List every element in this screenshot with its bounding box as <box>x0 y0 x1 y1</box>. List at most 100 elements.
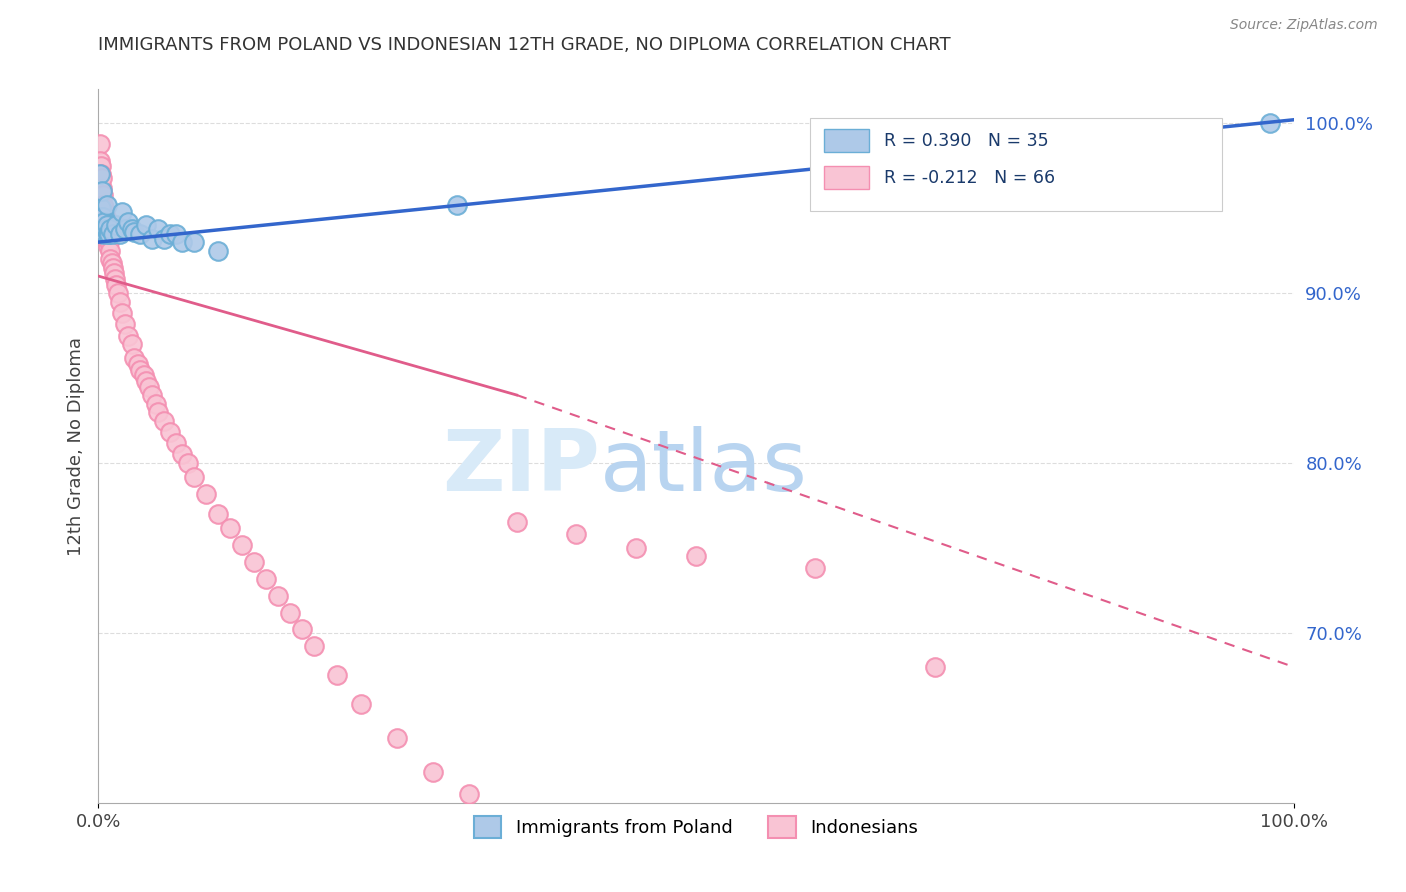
Point <box>93 215 115 229</box>
Point <box>124 351 146 365</box>
Point <box>91 180 114 194</box>
Point <box>129 227 152 241</box>
Point <box>207 507 229 521</box>
Legend: Immigrants from Poland, Indonesians: Immigrants from Poland, Indonesians <box>465 807 927 847</box>
Point <box>89 153 111 168</box>
Point <box>96 221 118 235</box>
Point <box>111 204 134 219</box>
Point <box>267 589 290 603</box>
Point <box>385 731 409 746</box>
Point <box>127 358 149 372</box>
Point <box>121 221 143 235</box>
Point <box>101 227 124 241</box>
Point <box>98 235 121 249</box>
Point <box>446 198 468 212</box>
Point <box>291 623 314 637</box>
Text: R = -0.212   N = 66: R = -0.212 N = 66 <box>883 169 1054 186</box>
Point <box>138 379 160 393</box>
Bar <box>810 118 1222 211</box>
Text: IMMIGRANTS FROM POLAND VS INDONESIAN 12TH GRADE, NO DIPLOMA CORRELATION CHART: IMMIGRANTS FROM POLAND VS INDONESIAN 12T… <box>98 36 950 54</box>
Point <box>626 541 648 555</box>
Point <box>90 159 112 173</box>
Point <box>172 448 194 462</box>
Text: atlas: atlas <box>600 425 808 509</box>
Point <box>153 232 176 246</box>
Point <box>148 405 170 419</box>
Point <box>129 362 152 376</box>
Point <box>145 396 167 410</box>
Point <box>195 486 218 500</box>
Point <box>1258 116 1281 130</box>
Point <box>105 218 128 232</box>
Point <box>124 225 146 239</box>
Point <box>207 244 229 258</box>
Text: R = 0.390   N = 35: R = 0.390 N = 35 <box>883 132 1049 150</box>
Point <box>91 187 114 202</box>
Point <box>111 306 134 320</box>
Point <box>100 255 122 269</box>
Point <box>96 198 118 212</box>
Point <box>91 210 114 224</box>
Point <box>177 456 200 470</box>
Point <box>254 572 277 586</box>
Point <box>98 244 122 258</box>
Point <box>91 184 114 198</box>
Point <box>117 215 139 229</box>
Point <box>302 640 325 654</box>
Point <box>91 198 114 212</box>
Point <box>506 516 529 530</box>
Point <box>685 549 707 564</box>
Point <box>183 469 205 483</box>
Point <box>165 227 187 241</box>
Point <box>172 235 194 249</box>
Point <box>98 252 122 266</box>
Text: ZIP: ZIP <box>443 425 600 509</box>
Point <box>148 221 170 235</box>
Point <box>350 698 373 712</box>
Point <box>219 520 242 534</box>
Point <box>159 227 181 241</box>
Point <box>90 201 112 215</box>
Point <box>326 668 349 682</box>
Point <box>135 375 157 389</box>
Point <box>89 136 111 151</box>
Point <box>104 272 127 286</box>
Point <box>94 221 117 235</box>
Point <box>91 221 114 235</box>
Point <box>141 388 163 402</box>
Y-axis label: 12th Grade, No Diploma: 12th Grade, No Diploma <box>66 336 84 556</box>
Point <box>108 294 131 309</box>
Point <box>93 204 115 219</box>
Point <box>153 413 176 427</box>
Point <box>422 765 444 780</box>
Point <box>101 260 124 275</box>
Point <box>105 277 128 292</box>
Point <box>159 425 181 440</box>
Point <box>107 286 129 301</box>
Bar <box>824 129 869 152</box>
Point <box>117 328 139 343</box>
Text: Source: ZipAtlas.com: Source: ZipAtlas.com <box>1230 18 1378 32</box>
Point <box>108 227 131 241</box>
Point <box>96 218 118 232</box>
Point <box>97 227 120 241</box>
Point <box>132 368 155 382</box>
Point <box>97 238 120 252</box>
Point <box>93 201 115 215</box>
Point <box>94 210 117 224</box>
Point <box>98 221 122 235</box>
Point <box>141 232 163 246</box>
Point <box>114 317 136 331</box>
Point <box>91 210 114 224</box>
Point <box>804 561 827 575</box>
Point <box>924 660 946 674</box>
Point <box>96 227 118 241</box>
Point <box>135 218 157 232</box>
Point <box>458 787 481 801</box>
Point <box>89 167 111 181</box>
Bar <box>824 166 869 189</box>
Point <box>90 167 112 181</box>
Point <box>565 527 588 541</box>
Point <box>93 225 115 239</box>
Point <box>243 555 266 569</box>
